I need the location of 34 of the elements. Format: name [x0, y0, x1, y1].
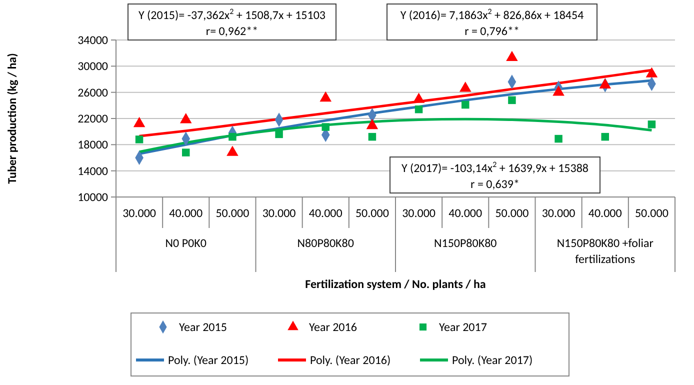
x-tick-label: 50.000 [355, 207, 389, 221]
text: Y (2016)= 7,1863x$^{2}$ + 826,86x + 18454 r = 0,796** [400, 7, 584, 39]
x-tick-label: 40.000 [169, 207, 203, 221]
text: N150P80K80 +foliar fertilizations [556, 237, 654, 267]
x-tick-label: 50.000 [216, 207, 250, 221]
x-tick-label: 40.000 [588, 207, 622, 221]
x-tick-label: 30.000 [122, 207, 156, 221]
y-tick-label: 18000 [78, 138, 108, 153]
y-tick-label: 34000 [78, 34, 108, 48]
x-tick-label: 40.000 [308, 207, 342, 221]
text: N0 P0K0 [165, 237, 206, 251]
legend-label: Year 2017 [439, 321, 487, 335]
y-axis-title: Tuber production (kg / ha) [6, 53, 20, 184]
x-tick-label: 50.000 [495, 207, 529, 221]
x-tick-label: 30.000 [542, 207, 576, 221]
x-tick-label: 40.000 [448, 207, 482, 221]
text: N150P80K80 [434, 237, 497, 251]
text: Y (2015)= -37,362x$^{2}$ + 1508,7x + 15103 r= 0,962** [138, 7, 326, 39]
legend-label: Year 2016 [309, 321, 357, 335]
y-tick-label: 10000 [78, 191, 108, 205]
legend-label: Poly. (Year 2017) [452, 354, 533, 368]
y-tick-label: 30000 [78, 60, 108, 74]
legend-label: Poly. (Year 2015) [168, 354, 249, 368]
x-tick-label: 50.000 [634, 207, 668, 221]
x-tick-label: 30.000 [262, 207, 296, 221]
x-axis-title: Fertilization system / No. plants / ha [305, 278, 486, 292]
y-tick-label: 22000 [78, 112, 108, 126]
x-tick-label: 30.000 [402, 207, 436, 221]
y-tick-label: 26000 [78, 86, 108, 100]
legend-label: Poly. (Year 2016) [310, 354, 391, 368]
legend-label: Year 2015 [179, 321, 227, 335]
annotation: Y (2017)= -103,14x$^{2}$ + 1639,9x + 15388 r = 0,639* [401, 160, 589, 192]
text: N80P80K80 [297, 237, 354, 251]
y-tick-label: 14000 [78, 164, 108, 179]
